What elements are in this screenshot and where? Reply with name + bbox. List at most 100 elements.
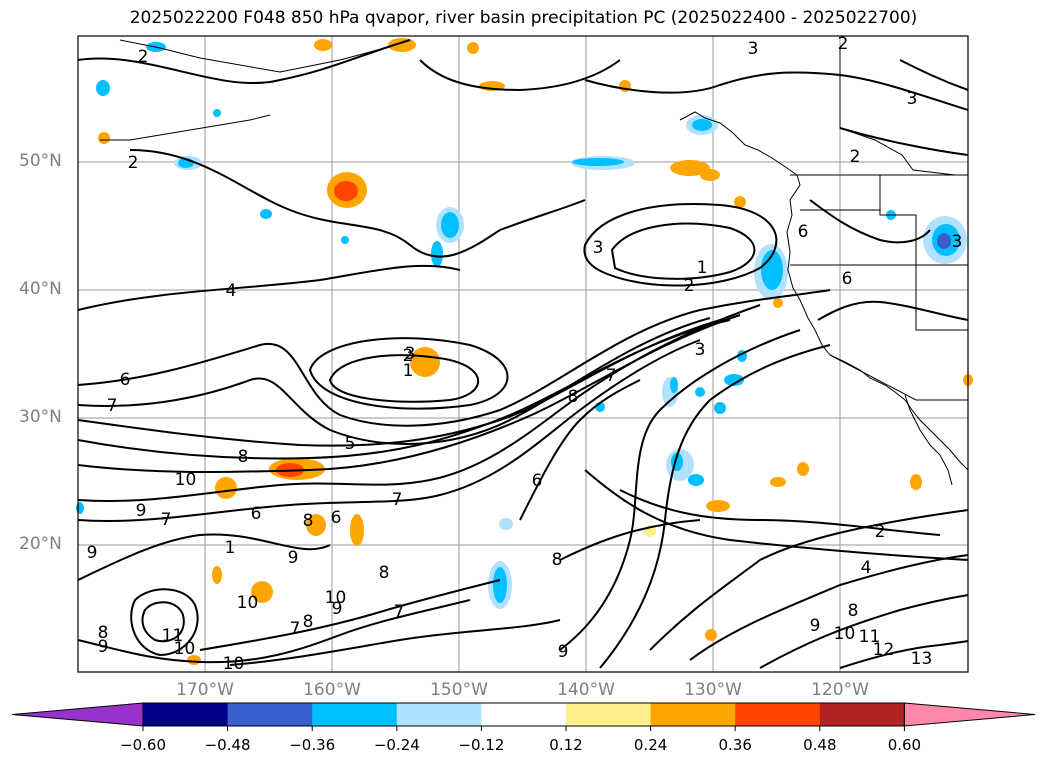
shade-blob [431,241,443,267]
shaded-anomalies [76,38,973,665]
contour-label: 8 [98,623,109,643]
shade-blob [306,514,326,536]
contour-label: 2 [138,47,149,67]
contour-label: 7 [394,602,405,622]
contour-label: 8 [303,511,314,531]
shade-blob [937,233,951,249]
lon-label: 170°W [176,680,234,700]
contour-label: 7 [392,490,403,510]
contour-label: 9 [136,501,147,521]
contour-label: 10 [834,624,856,644]
contour-label: 5 [345,434,356,454]
shade-blob [467,42,479,54]
contour-label: 7 [107,396,118,416]
shade-blob [688,474,704,486]
shade-blob [797,462,809,476]
shade-blob [761,250,783,290]
lon-label: 120°W [811,680,869,700]
contour-label: 2 [850,147,861,167]
shade-blob [251,581,273,603]
contour-label: 2 [875,522,886,542]
gridlines [78,36,968,672]
lat-label: 30°N [19,407,62,427]
shade-blob [493,567,507,603]
colorbar-tick-label: −0.36 [289,736,336,754]
colorbar-segment [143,703,229,726]
contour-label: 4 [861,558,872,578]
colorbar-tick-label: 0.36 [718,736,752,754]
contour-label: 9 [98,637,109,657]
contour-label: 10 [175,470,197,490]
lon-label: 130°W [684,680,742,700]
map-frame [77,35,969,673]
colorbar-segment [227,703,313,726]
contour-label: 3 [907,89,918,109]
contour-label: 3 [405,344,416,364]
colorbar-segment [396,703,482,726]
shade-blob [705,629,717,641]
lat-label: 20°N [19,534,62,554]
contour-label: 2 [128,153,139,173]
contour-label: 10 [325,588,347,608]
contour-label: 6 [532,471,543,491]
colorbar-tick-label: 0.60 [887,736,922,754]
contour-label: 8 [848,601,859,621]
contour-label: 3 [695,340,706,360]
colorbar-segment [903,702,1036,727]
shade-blob [212,566,222,584]
shade-blob [314,39,332,51]
colorbar-segment [312,703,398,726]
contour-label: 8 [379,563,390,583]
shade-blob [773,298,783,308]
colorbar-segment [735,703,821,726]
contour-label: 6 [331,508,342,528]
contour-label: 7 [290,619,301,639]
contour-label: 1 [225,538,236,558]
shade-blob [692,119,712,131]
contour-label: 6 [120,370,131,390]
shade-blob [700,169,720,181]
colorbar-segment [481,703,567,726]
contour-label: 1 [403,361,414,381]
contour-label: 12 [873,640,895,660]
contour-label: 4 [226,281,237,301]
contour-label: 9 [288,548,299,568]
contour-label: 7 [606,366,617,386]
shade-blob [213,109,221,117]
shade-blob [670,377,678,393]
colorbar-tick-label: −0.48 [204,736,251,754]
shade-blob [215,477,237,499]
lat-label: 40°N [19,279,62,299]
lat-label: 50°N [19,151,62,171]
contour-label: 7 [161,510,172,530]
contour-label: 11 [162,626,184,646]
colorbar [11,702,1036,731]
contour-label: 3 [593,238,604,258]
shade-blob [260,209,272,219]
contour-label: 10 [237,593,259,613]
shade-blob [572,158,624,166]
contour-label: 6 [842,269,853,289]
contour-labels: 2233223463213216785876109767861998101097… [87,34,963,674]
colorbar-tick-label: 0.48 [803,736,837,754]
colorbar-frame [142,702,905,727]
colorbar-tick-label: 0.12 [549,736,583,754]
lon-label: 150°W [430,680,488,700]
shade-blob [410,347,440,377]
contour-label: 8 [238,447,249,467]
contour-label: 2 [684,276,695,296]
contour-label: 9 [810,616,821,636]
contour-label: 9 [558,642,569,662]
contour-label: 10 [223,654,245,674]
colorbar-tick-label: −0.12 [458,736,505,754]
shade-blob [334,181,358,201]
shade-blob [76,502,84,514]
shade-blob [724,374,744,386]
shade-blob [441,212,459,238]
shade-blob [910,474,922,490]
shade-blob [96,80,110,96]
colorbar-segment [650,703,736,726]
lon-label: 160°W [303,680,361,700]
colorbar-tick-label: −0.60 [120,736,166,754]
